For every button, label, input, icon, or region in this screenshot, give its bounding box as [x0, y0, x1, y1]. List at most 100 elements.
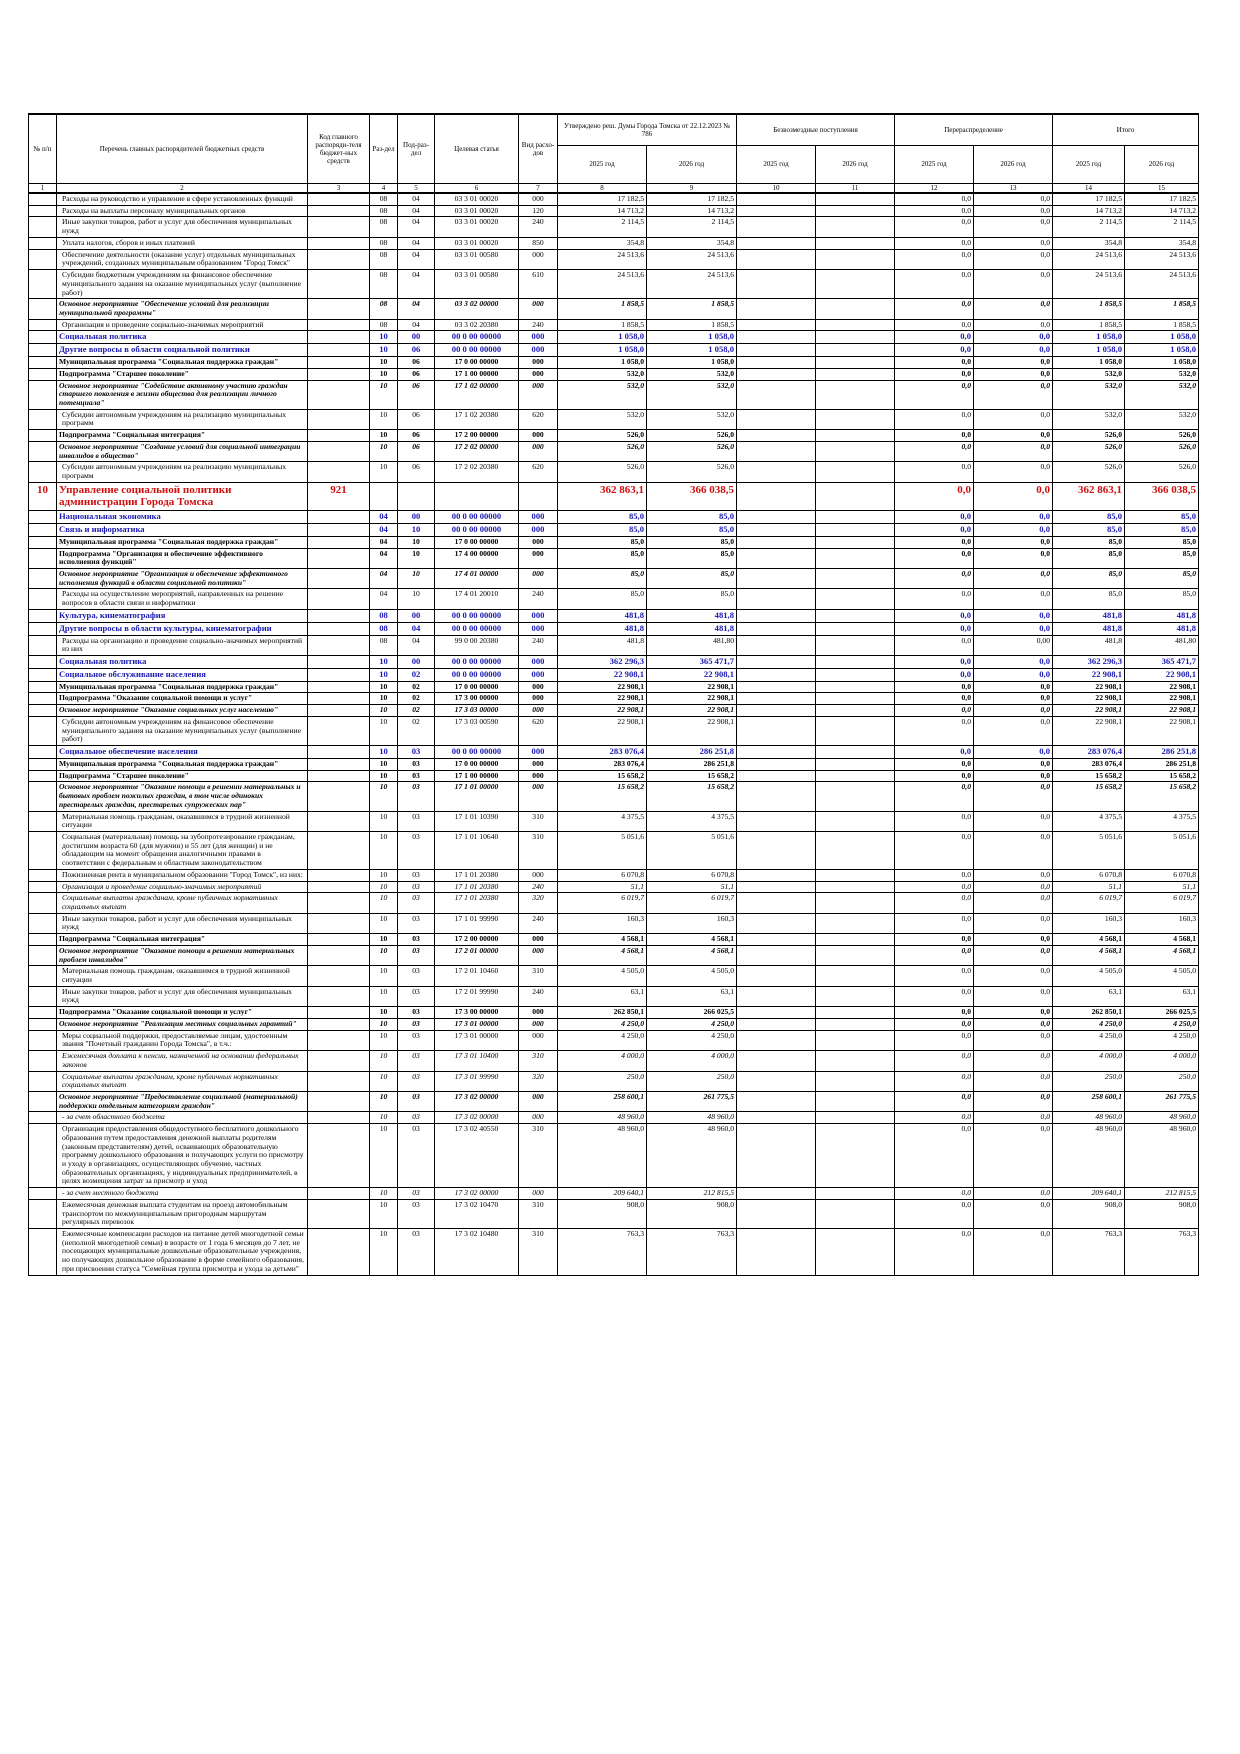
cell — [815, 356, 895, 369]
cell: 1 058,0 — [1124, 356, 1199, 369]
cell — [307, 769, 370, 783]
cell: 266 025,5 — [1124, 1006, 1199, 1019]
cell: 0,0 — [894, 634, 974, 657]
cell: 0,0 — [973, 933, 1053, 946]
cell — [28, 535, 57, 549]
cell — [28, 192, 57, 206]
cell — [736, 408, 816, 431]
row-label: Муниципальная программа "Социальная подд… — [56, 680, 308, 694]
row-label: Субсидии автономным учреждениям на реали… — [56, 408, 308, 431]
cell — [307, 621, 370, 636]
cell: 0,0 — [973, 1050, 1053, 1072]
cell: 620 — [518, 461, 558, 483]
cell: 10 — [369, 810, 398, 832]
cell: 0,0 — [973, 535, 1053, 549]
cell: 06 — [397, 461, 435, 483]
cell: 481,8 — [1052, 608, 1125, 623]
cell: 06 — [397, 429, 435, 442]
cell: 0,0 — [894, 481, 974, 512]
cell — [28, 880, 57, 894]
cell: 04 — [397, 248, 435, 271]
cell: 286 251,8 — [646, 757, 737, 771]
cell: 10 — [369, 1111, 398, 1125]
cell — [307, 1017, 370, 1031]
row-label: Основное мероприятие "Предоставление соц… — [56, 1090, 308, 1113]
cell — [307, 965, 370, 987]
cell — [307, 248, 370, 271]
cell: 03 — [397, 1090, 435, 1113]
cell — [815, 655, 895, 669]
cell: 0,0 — [973, 667, 1053, 682]
cell: 10 — [369, 781, 398, 812]
cell — [28, 367, 57, 381]
cell: 908,0 — [1052, 1198, 1125, 1230]
cell: 1 058,0 — [646, 356, 737, 369]
cell: 354,8 — [1124, 236, 1199, 250]
row-label: Основное мероприятие "Реализация местных… — [56, 1017, 308, 1031]
cell: 4 250,0 — [1124, 1017, 1199, 1031]
row-label: Расходы на руководство и управление в сф… — [56, 192, 308, 206]
row-label: Основное мероприятие "Оказание помощи в … — [56, 944, 308, 967]
cell: 04 — [397, 269, 435, 300]
cell: 283 076,4 — [1052, 757, 1125, 771]
cell: 000 — [518, 769, 558, 783]
cell: 4 568,1 — [1052, 933, 1125, 946]
cell — [736, 429, 816, 442]
cell: 63,1 — [646, 985, 737, 1008]
table-row: Уплата налогов, сборов и иных платежей 08… — [28, 236, 1199, 250]
cell: 1 058,0 — [557, 330, 647, 345]
cell: 0,0 — [973, 330, 1053, 345]
cell: 763,3 — [557, 1228, 647, 1276]
cell: 10 — [369, 330, 398, 345]
cell: 14 713,2 — [557, 204, 647, 218]
cell: 85,0 — [1124, 588, 1199, 610]
cell — [736, 655, 816, 669]
table-row: Расходы на организацию и проведение соци… — [28, 634, 1199, 657]
cell: 17 2 01 10460 — [434, 965, 519, 987]
cell — [736, 810, 816, 832]
cell: 85,0 — [1052, 588, 1125, 610]
cell — [815, 1070, 895, 1092]
cell: 85,0 — [1052, 547, 1125, 569]
cell — [28, 343, 57, 358]
cell: 354,8 — [1052, 236, 1125, 250]
cell: 261 775,5 — [646, 1090, 737, 1113]
cell: 85,0 — [646, 588, 737, 610]
cell: 22 908,1 — [1052, 680, 1125, 694]
cell: 240 — [518, 634, 558, 657]
cell — [815, 621, 895, 636]
cell — [28, 461, 57, 483]
cell — [28, 379, 57, 410]
cell: 63,1 — [1052, 985, 1125, 1008]
cell: 0,0 — [894, 912, 974, 935]
cell: 17 1 01 00000 — [434, 781, 519, 812]
cell — [307, 408, 370, 431]
cell: 0,0 — [894, 1228, 974, 1276]
row-label: Расходы на осуществление мероприятий, на… — [56, 588, 308, 610]
cell — [736, 1228, 816, 1276]
cell: 160,3 — [557, 912, 647, 935]
cell: 10 — [397, 535, 435, 549]
cell: 0,0 — [894, 892, 974, 914]
table-row: Подпрограмма "Старшее поколение" 10 06 17 1… — [28, 367, 1199, 381]
cell: 51,1 — [646, 880, 737, 894]
cell — [307, 830, 370, 870]
cell: 526,0 — [1052, 461, 1125, 483]
cell — [28, 655, 57, 669]
cell: 0,0 — [973, 1228, 1053, 1276]
cell: 10 — [28, 481, 57, 512]
cell: 0,0 — [894, 1111, 974, 1125]
column-number: 8 — [557, 183, 647, 195]
table-row: Основное мероприятие "Реализация местных… — [28, 1017, 1199, 1031]
cell: 22 908,1 — [1052, 704, 1125, 717]
cell: 06 — [397, 367, 435, 381]
table-row: Социальные выплаты гражданам, кроме публ… — [28, 892, 1199, 914]
cell: 250,0 — [646, 1070, 737, 1092]
cell: 00 0 00 00000 — [434, 655, 519, 669]
cell: 0,0 — [973, 912, 1053, 935]
cell — [28, 1090, 57, 1113]
cell: 362 296,3 — [1052, 655, 1125, 669]
cell: 240 — [518, 912, 558, 935]
cell — [307, 680, 370, 694]
cell: 0,0 — [894, 1029, 974, 1052]
